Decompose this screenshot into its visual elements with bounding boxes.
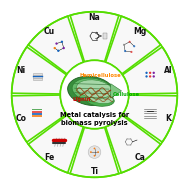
Text: Ti: Ti: [91, 167, 98, 176]
Circle shape: [61, 41, 63, 43]
Circle shape: [57, 50, 60, 52]
Text: Co: Co: [15, 114, 26, 123]
Wedge shape: [106, 16, 161, 74]
Text: Lignin: Lignin: [73, 97, 91, 101]
Circle shape: [94, 155, 95, 157]
Text: Ni: Ni: [16, 66, 26, 75]
Ellipse shape: [68, 76, 114, 105]
Bar: [32, 113, 43, 115]
Circle shape: [60, 60, 129, 129]
Bar: [33, 73, 42, 80]
Ellipse shape: [77, 80, 112, 98]
Text: Fe: Fe: [44, 153, 54, 162]
Bar: [32, 109, 43, 110]
Wedge shape: [106, 115, 161, 173]
Ellipse shape: [90, 94, 113, 104]
Wedge shape: [28, 16, 83, 74]
Text: Cellulose: Cellulose: [112, 92, 140, 97]
Text: K: K: [165, 114, 171, 123]
Circle shape: [153, 75, 155, 78]
Circle shape: [145, 75, 148, 78]
Polygon shape: [111, 84, 122, 98]
Bar: [32, 115, 43, 117]
Text: Ca: Ca: [135, 153, 145, 162]
Circle shape: [94, 148, 95, 149]
Circle shape: [88, 146, 101, 158]
Circle shape: [55, 42, 58, 45]
Wedge shape: [70, 127, 119, 177]
Ellipse shape: [72, 78, 113, 102]
Text: Al: Al: [164, 66, 172, 75]
Circle shape: [149, 75, 151, 78]
Circle shape: [53, 47, 56, 49]
Ellipse shape: [86, 94, 114, 106]
FancyBboxPatch shape: [103, 33, 107, 39]
Circle shape: [63, 47, 65, 49]
Bar: [32, 111, 43, 113]
Wedge shape: [70, 12, 119, 62]
Circle shape: [130, 51, 132, 53]
Circle shape: [133, 45, 135, 47]
Text: Mg: Mg: [133, 27, 147, 36]
Circle shape: [153, 72, 155, 74]
Circle shape: [129, 41, 131, 43]
Wedge shape: [122, 47, 177, 94]
Circle shape: [149, 72, 151, 74]
Circle shape: [90, 151, 92, 153]
Wedge shape: [12, 95, 67, 142]
Circle shape: [123, 44, 125, 46]
Text: Na: Na: [89, 13, 100, 22]
Wedge shape: [12, 47, 67, 94]
Circle shape: [3, 3, 186, 186]
Circle shape: [145, 72, 148, 74]
Wedge shape: [122, 95, 177, 142]
Circle shape: [97, 151, 99, 153]
Wedge shape: [28, 115, 83, 173]
Text: Hemicellulose: Hemicellulose: [79, 73, 121, 78]
Text: Metal catalysis for
biomass pyrolysis: Metal catalysis for biomass pyrolysis: [60, 112, 129, 126]
Circle shape: [124, 50, 126, 52]
Text: Cu: Cu: [43, 27, 55, 36]
